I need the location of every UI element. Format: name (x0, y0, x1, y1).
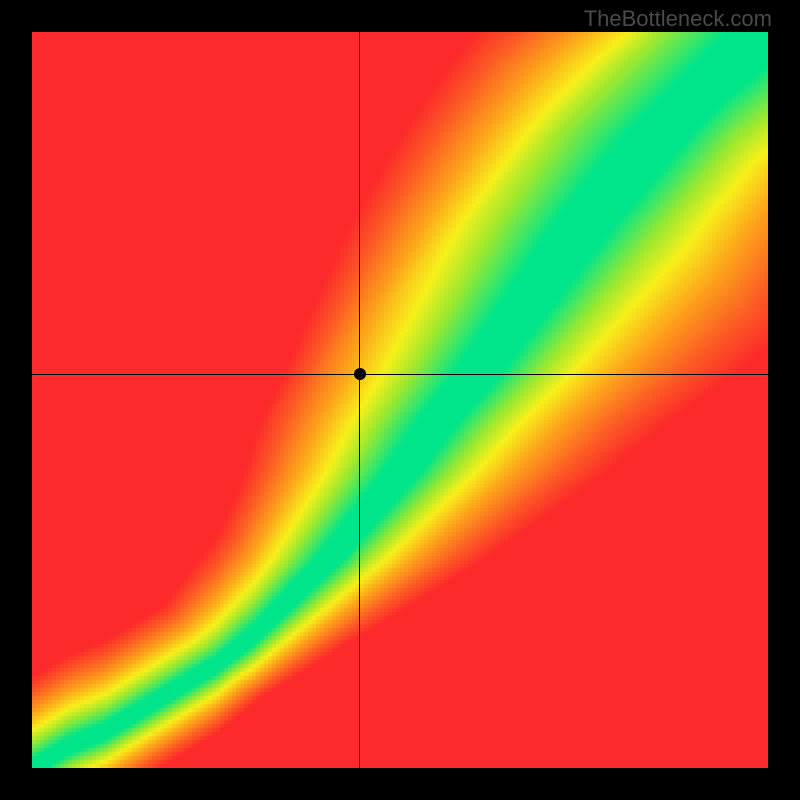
watermark-text: TheBottleneck.com (584, 6, 772, 32)
data-point-marker (354, 368, 366, 380)
heatmap-canvas (32, 32, 768, 768)
plot-area (32, 32, 768, 768)
crosshair-vertical (359, 32, 360, 768)
crosshair-horizontal (32, 374, 768, 375)
chart-container: TheBottleneck.com (0, 0, 800, 800)
